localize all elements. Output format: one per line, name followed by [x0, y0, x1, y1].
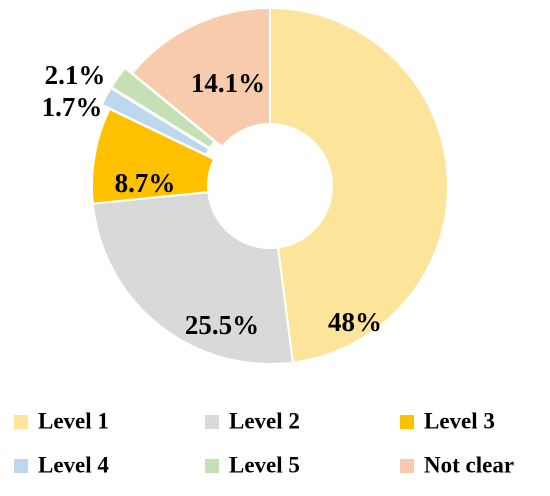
legend-swatch	[14, 415, 28, 429]
legend-label: Level 1	[38, 408, 109, 433]
legend-swatch	[205, 415, 219, 429]
legend-swatch	[400, 415, 414, 429]
data-label: 8.7%	[115, 168, 176, 198]
legend-label: Level 4	[38, 452, 109, 477]
data-label: 14.1%	[191, 68, 265, 98]
pie-slice	[100, 86, 211, 157]
legend-label: Level 5	[229, 452, 300, 477]
data-label: 2.1%	[45, 60, 106, 90]
pie-slice	[130, 6, 271, 149]
data-label: 25.5%	[185, 310, 259, 340]
legend-swatch	[400, 459, 414, 473]
legend-swatch	[205, 459, 219, 473]
legend-label: Level 3	[424, 408, 495, 433]
legend-label: Level 2	[229, 408, 300, 433]
data-label: 48%	[328, 307, 382, 337]
legend-label: Not clear	[424, 452, 514, 477]
data-label: 1.7%	[42, 92, 103, 122]
legend-swatch	[14, 459, 28, 473]
pie-slice	[91, 191, 294, 365]
pie-slice	[269, 6, 449, 364]
